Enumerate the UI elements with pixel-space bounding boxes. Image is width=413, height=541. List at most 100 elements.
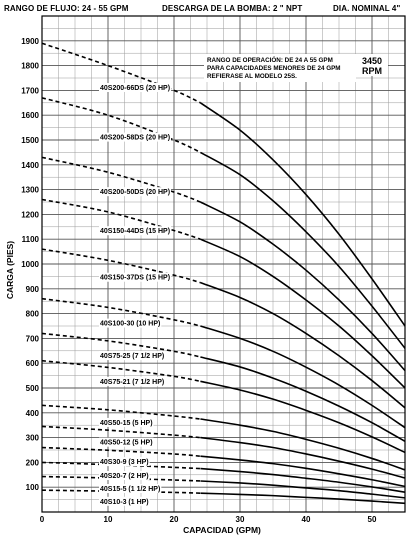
discharge-label: DESCARGA DE LA BOMBA: 2 " NPT	[162, 4, 303, 13]
y-tick-label: 800	[26, 310, 40, 319]
y-axis-label: CARGA (PIES)	[5, 241, 15, 299]
x-tick-label: 40	[302, 515, 311, 524]
y-tick-label: 300	[26, 434, 40, 443]
series-label: 40S10-3 (1 HP)	[100, 499, 149, 506]
series-curve-dashed	[41, 489, 201, 494]
series-curve-dashed	[41, 404, 201, 420]
y-tick-label: 600	[26, 359, 40, 368]
y-tick-label: 700	[26, 334, 40, 343]
series-label-background	[99, 470, 150, 480]
x-tick-label: 50	[368, 515, 377, 524]
chart-header: RANGO DE FLUJO: 24 - 55 GPM DESCARGA DE …	[0, 0, 413, 16]
y-tick-label: 1600	[21, 111, 39, 120]
series-curve-dashed	[41, 359, 201, 383]
y-tick-label: 200	[26, 458, 40, 467]
series-curve	[200, 325, 406, 429]
series-curve	[200, 467, 406, 493]
series-curve-dashed	[41, 446, 201, 457]
y-tick-label: 1700	[21, 86, 39, 95]
series-label: 40S75-21 (7 1/2 HP)	[100, 379, 164, 386]
y-tick-label: 1000	[21, 260, 39, 269]
series-label-background	[99, 417, 154, 427]
y-tick-label: 1200	[21, 210, 39, 219]
series-curve	[199, 102, 406, 327]
y-tick-label: 1800	[21, 62, 39, 71]
speed-unit: RPM	[362, 66, 382, 76]
x-axis-ticks: 0 10 20 30 40 50	[40, 515, 377, 524]
y-tick-label: 1500	[21, 136, 39, 145]
series-curve-dashed	[41, 97, 201, 154]
series-curve-dashed	[41, 156, 201, 203]
series-label: 40S50-12 (5 HP)	[100, 440, 153, 447]
series-label: 40S30-9 (3 HP)	[100, 459, 149, 466]
series-curve-dashed	[41, 461, 201, 470]
annotation-line-2: PARA CAPACIDADES MENORES DE 24 GPM	[207, 65, 341, 72]
series-label-background	[99, 484, 162, 494]
y-tick-label: 900	[26, 285, 40, 294]
series-label-background	[99, 132, 172, 142]
flow-range-label: RANGO DE FLUJO: 24 - 55 GPM	[4, 4, 129, 13]
series-label: 40S200-66DS (20 HP)	[100, 85, 170, 92]
series-curve	[200, 238, 406, 389]
series-curve-dashed	[41, 475, 201, 482]
series-curve	[200, 418, 406, 471]
series-label: 40S200-50DS (20 HP)	[100, 189, 170, 196]
annotation-line-1: RANGO DE OPERACIÓN: DE 24 A 55 GPM	[207, 55, 333, 64]
series-curve	[200, 281, 406, 409]
series-curve	[200, 455, 406, 488]
annotation-line-3: REFIERASE AL MODELO 25S.	[207, 73, 297, 80]
series-label: 40S20-7 (2 HP)	[100, 473, 149, 480]
series-curve	[200, 201, 406, 372]
series-label: 40S50-15 (5 HP)	[100, 420, 153, 427]
series-label-background	[99, 187, 172, 197]
speed-box: 3450 RPM	[356, 54, 388, 76]
annotation-box: RANGO DE OPERACIÓN: DE 24 A 55 GPM PARA …	[204, 54, 356, 82]
series-curve-dashed	[41, 425, 201, 439]
series-label: 40S75-25 (7 1/2 HP)	[100, 353, 164, 360]
series-label-background	[99, 457, 150, 467]
series-label: 40S150-37DS (15 HP)	[100, 275, 170, 282]
series-label-background	[99, 226, 172, 236]
series-label-background	[99, 272, 172, 282]
series-label: 40S150-44DS (15 HP)	[100, 228, 170, 235]
y-tick-label: 100	[26, 483, 40, 492]
x-tick-label: 10	[104, 515, 113, 524]
annotation-background	[204, 54, 356, 82]
x-tick-label: 20	[170, 515, 179, 524]
speed-background	[356, 54, 388, 76]
series-label-background	[99, 496, 150, 506]
series-curve-dashed	[41, 297, 201, 327]
series-label-background	[99, 437, 154, 447]
y-tick-label: 1100	[22, 235, 40, 244]
series-label-background	[99, 376, 166, 386]
series-curve-dashed	[41, 42, 201, 104]
y-tick-label: 400	[26, 409, 40, 418]
y-axis-ticks: 100 200 300 400 500 600 700 800 900 1000 1100 1200 1…	[21, 37, 39, 492]
series-curve	[200, 151, 406, 349]
plot-frame	[41, 15, 406, 513]
y-tick-label: 1400	[21, 161, 39, 170]
series-label-background	[99, 351, 166, 361]
series-curve	[200, 492, 406, 505]
series-curve-dashed	[41, 248, 201, 284]
series-curve-dashed	[41, 198, 201, 240]
series-label-background	[99, 83, 172, 92]
x-axis-label: CAPACIDAD (GPM)	[183, 525, 261, 535]
series-curve	[200, 380, 406, 454]
series-curve	[200, 356, 406, 443]
series-labels: 40S200-66DS (20 HP) 40S200-58DS (20 HP) 40…	[99, 83, 172, 506]
grid-major	[41, 15, 405, 513]
x-tick-label: 30	[236, 515, 245, 524]
series-label-background	[99, 318, 162, 328]
diameter-label: DIA. NOMINAL 4"	[333, 4, 401, 13]
series-label: 40S200-58DS (20 HP)	[100, 135, 170, 142]
series-curve-dashed	[41, 332, 201, 358]
series-label: 40S15-5 (1 1/2 HP)	[100, 486, 160, 493]
x-tick-label: 0	[40, 515, 45, 524]
y-tick-label: 1300	[21, 186, 39, 195]
speed-value: 3450	[362, 56, 382, 66]
y-tick-label: 1900	[21, 37, 39, 46]
series-curve	[200, 480, 406, 499]
y-tick-label: 500	[26, 384, 40, 393]
